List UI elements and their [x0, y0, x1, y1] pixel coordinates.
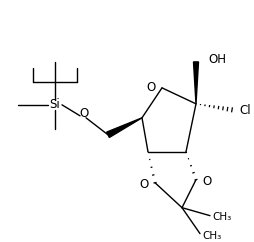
Text: O: O: [147, 81, 156, 94]
Text: CH₃: CH₃: [212, 212, 231, 222]
Polygon shape: [107, 118, 142, 137]
Text: O: O: [140, 178, 149, 191]
Text: CH₃: CH₃: [202, 231, 221, 241]
Text: OH: OH: [208, 53, 226, 66]
Text: O: O: [79, 107, 89, 120]
Text: Si: Si: [50, 98, 60, 111]
Text: O: O: [202, 175, 211, 188]
Polygon shape: [194, 62, 198, 104]
Text: Cl: Cl: [239, 104, 251, 117]
